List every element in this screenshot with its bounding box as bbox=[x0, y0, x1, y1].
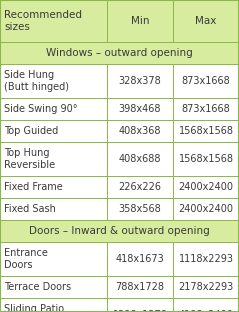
Bar bbox=[173, 0, 239, 42]
Text: 873x1668: 873x1668 bbox=[182, 104, 230, 114]
Text: Top Guided: Top Guided bbox=[4, 126, 58, 136]
Bar bbox=[0, 198, 107, 220]
Bar bbox=[173, 64, 239, 98]
Text: 2400x2400: 2400x2400 bbox=[179, 182, 234, 192]
Text: Recommended
sizes: Recommended sizes bbox=[4, 10, 82, 32]
Text: 408x688: 408x688 bbox=[119, 154, 161, 164]
Text: 4198x2400: 4198x2400 bbox=[179, 310, 234, 312]
Text: Side Hung
(Butt hinged): Side Hung (Butt hinged) bbox=[4, 70, 69, 92]
Text: Sliding Patio
Doors: Sliding Patio Doors bbox=[4, 304, 64, 312]
Text: Side Swing 90°: Side Swing 90° bbox=[4, 104, 77, 114]
Text: Terrace Doors: Terrace Doors bbox=[4, 282, 71, 292]
Bar bbox=[107, 176, 173, 198]
Bar bbox=[173, 98, 239, 120]
Text: Fixed Sash: Fixed Sash bbox=[4, 204, 56, 214]
Text: 873x1668: 873x1668 bbox=[182, 76, 230, 86]
Text: 358x568: 358x568 bbox=[119, 204, 161, 214]
Text: Fixed Frame: Fixed Frame bbox=[4, 182, 63, 192]
Bar bbox=[107, 98, 173, 120]
Bar bbox=[0, 98, 107, 120]
Text: 398x468: 398x468 bbox=[119, 104, 161, 114]
Text: 226x226: 226x226 bbox=[119, 182, 162, 192]
Text: Top Hung
Reversible: Top Hung Reversible bbox=[4, 148, 55, 170]
Bar bbox=[0, 242, 107, 276]
Text: Max: Max bbox=[195, 16, 217, 26]
Text: Doors – Inward & outward opening: Doors – Inward & outward opening bbox=[29, 226, 210, 236]
Bar bbox=[0, 42, 239, 64]
Bar bbox=[0, 64, 107, 98]
Bar bbox=[107, 64, 173, 98]
Bar bbox=[173, 142, 239, 176]
Bar bbox=[0, 276, 107, 298]
Bar bbox=[0, 142, 107, 176]
Bar bbox=[0, 220, 239, 242]
Text: 788x1728: 788x1728 bbox=[115, 282, 164, 292]
Bar bbox=[173, 120, 239, 142]
Bar bbox=[0, 0, 107, 42]
Bar bbox=[173, 176, 239, 198]
Bar bbox=[0, 298, 107, 312]
Text: 2178x2293: 2178x2293 bbox=[178, 282, 234, 292]
Bar bbox=[173, 298, 239, 312]
Bar bbox=[173, 242, 239, 276]
Bar bbox=[107, 142, 173, 176]
Bar bbox=[0, 120, 107, 142]
Text: 1568x1568: 1568x1568 bbox=[179, 126, 234, 136]
Text: Windows – outward opening: Windows – outward opening bbox=[46, 48, 193, 58]
Bar bbox=[0, 176, 107, 198]
Text: 1118x2293: 1118x2293 bbox=[179, 254, 234, 264]
Text: 418x1673: 418x1673 bbox=[116, 254, 164, 264]
Text: 2400x2400: 2400x2400 bbox=[179, 204, 234, 214]
Text: 408x368: 408x368 bbox=[119, 126, 161, 136]
Bar bbox=[107, 298, 173, 312]
Text: 328x378: 328x378 bbox=[119, 76, 161, 86]
Bar bbox=[107, 198, 173, 220]
Text: 1398x1378: 1398x1378 bbox=[113, 310, 168, 312]
Bar bbox=[173, 198, 239, 220]
Bar bbox=[107, 242, 173, 276]
Text: 1568x1568: 1568x1568 bbox=[179, 154, 234, 164]
Bar bbox=[107, 276, 173, 298]
Bar bbox=[107, 0, 173, 42]
Text: Entrance
Doors: Entrance Doors bbox=[4, 248, 48, 270]
Text: Min: Min bbox=[131, 16, 149, 26]
Bar bbox=[173, 276, 239, 298]
Bar bbox=[107, 120, 173, 142]
